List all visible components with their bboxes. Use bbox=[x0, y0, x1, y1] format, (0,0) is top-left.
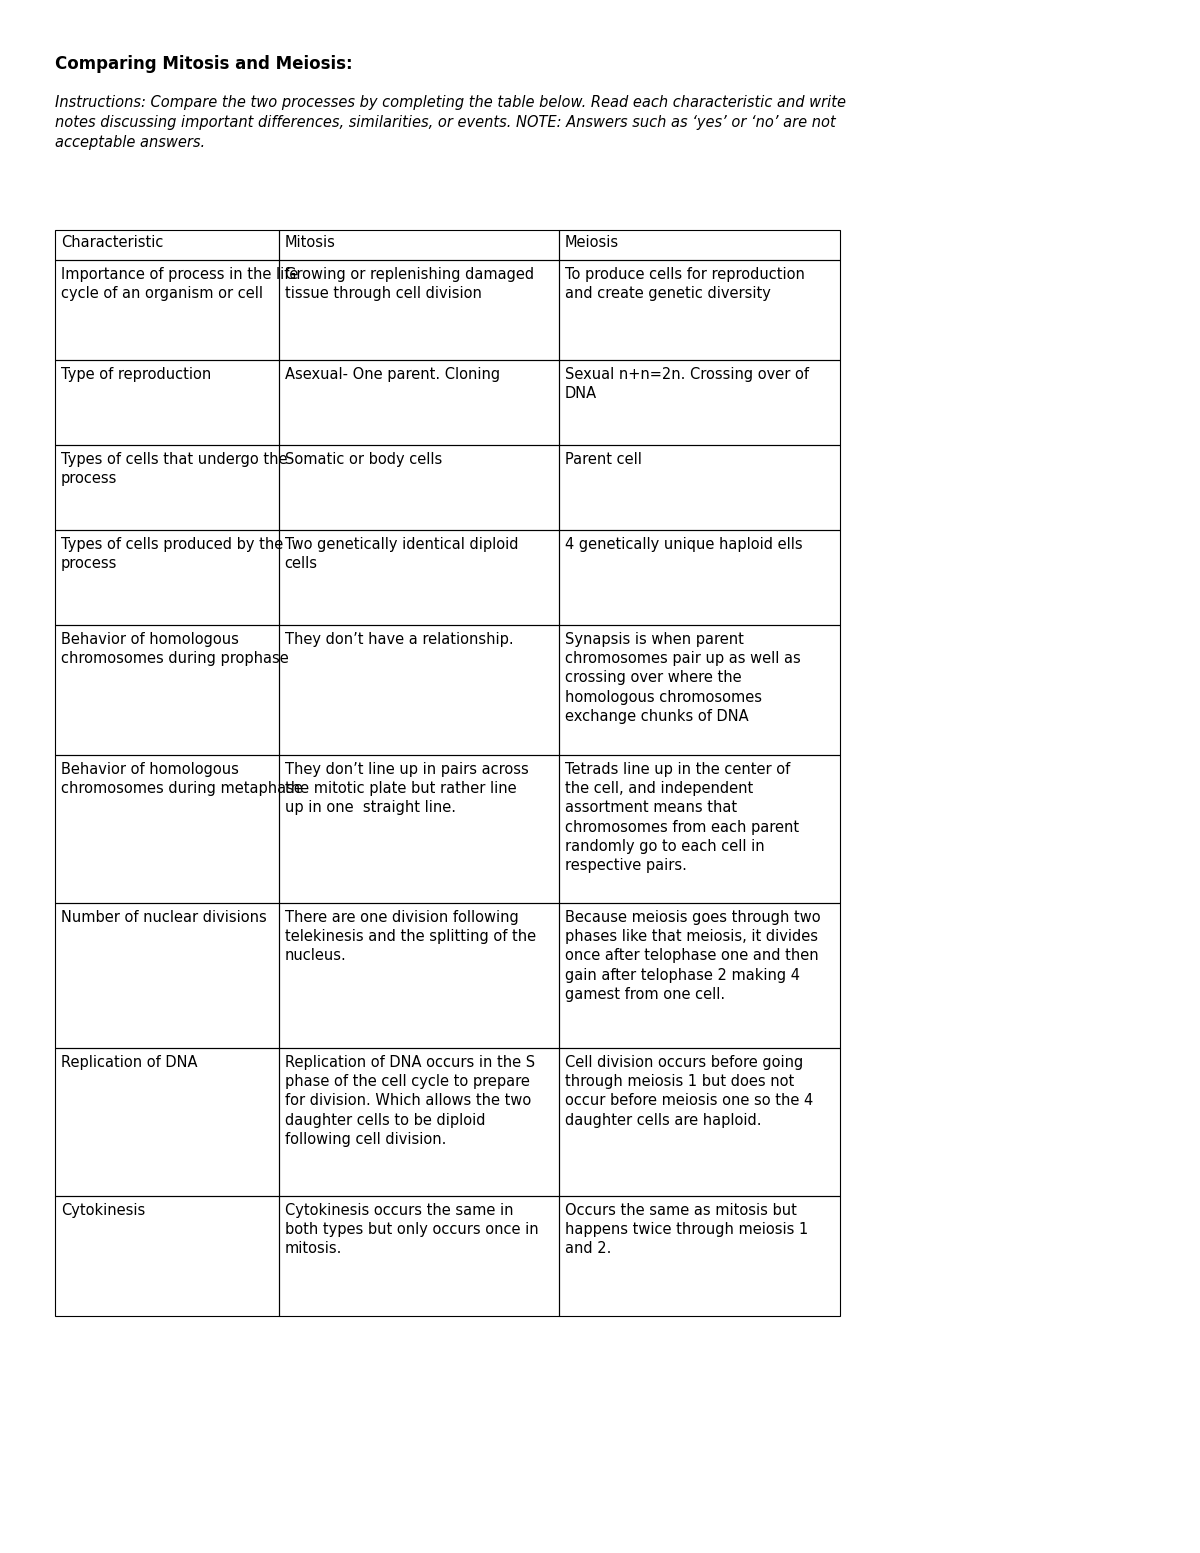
Bar bbox=[278, 1196, 559, 1315]
Bar bbox=[559, 259, 840, 360]
Bar bbox=[559, 755, 840, 902]
Text: Behavior of homologous
chromosomes during metaphase: Behavior of homologous chromosomes durin… bbox=[61, 763, 302, 797]
Text: Two genetically identical diploid
cells: Two genetically identical diploid cells bbox=[284, 537, 518, 572]
Text: Number of nuclear divisions: Number of nuclear divisions bbox=[61, 910, 266, 926]
Text: Types of cells that undergo the
process: Types of cells that undergo the process bbox=[61, 452, 288, 486]
Bar bbox=[55, 755, 278, 902]
Text: Types of cells produced by the
process: Types of cells produced by the process bbox=[61, 537, 283, 572]
Text: Parent cell: Parent cell bbox=[565, 452, 642, 467]
Bar bbox=[55, 530, 278, 624]
Text: 4 genetically unique haploid ells: 4 genetically unique haploid ells bbox=[565, 537, 803, 551]
Text: Asexual- One parent. Cloning: Asexual- One parent. Cloning bbox=[284, 367, 500, 382]
Text: Replication of DNA: Replication of DNA bbox=[61, 1054, 198, 1070]
Text: Sexual n+n=2n. Crossing over of
DNA: Sexual n+n=2n. Crossing over of DNA bbox=[565, 367, 809, 401]
Text: Type of reproduction: Type of reproduction bbox=[61, 367, 211, 382]
Text: Somatic or body cells: Somatic or body cells bbox=[284, 452, 442, 467]
Bar bbox=[278, 360, 559, 446]
Bar bbox=[278, 230, 559, 259]
Text: Cell division occurs before going
through meiosis 1 but does not
occur before me: Cell division occurs before going throug… bbox=[565, 1054, 814, 1127]
Text: Cytokinesis occurs the same in
both types but only occurs once in
mitosis.: Cytokinesis occurs the same in both type… bbox=[284, 1204, 539, 1256]
Bar bbox=[559, 1048, 840, 1196]
Bar bbox=[559, 230, 840, 259]
Text: Cytokinesis: Cytokinesis bbox=[61, 1204, 145, 1218]
Bar bbox=[559, 624, 840, 755]
Bar bbox=[278, 624, 559, 755]
Text: Characteristic: Characteristic bbox=[61, 235, 163, 250]
Text: Because meiosis goes through two
phases like that meiosis, it divides
once after: Because meiosis goes through two phases … bbox=[565, 910, 821, 1002]
Text: Comparing Mitosis and Meiosis:: Comparing Mitosis and Meiosis: bbox=[55, 54, 353, 73]
Bar bbox=[278, 1048, 559, 1196]
Text: Behavior of homologous
chromosomes during prophase: Behavior of homologous chromosomes durin… bbox=[61, 632, 289, 666]
Bar bbox=[55, 446, 278, 530]
Text: They don’t have a relationship.: They don’t have a relationship. bbox=[284, 632, 514, 648]
Text: Mitosis: Mitosis bbox=[284, 235, 336, 250]
Bar bbox=[55, 230, 278, 259]
Bar bbox=[55, 259, 278, 360]
Text: Replication of DNA occurs in the S
phase of the cell cycle to prepare
for divisi: Replication of DNA occurs in the S phase… bbox=[284, 1054, 535, 1146]
Bar bbox=[278, 902, 559, 1048]
Text: Instructions: Compare the two processes by completing the table below. Read each: Instructions: Compare the two processes … bbox=[55, 95, 846, 149]
Bar bbox=[55, 1196, 278, 1315]
Text: Growing or replenishing damaged
tissue through cell division: Growing or replenishing damaged tissue t… bbox=[284, 267, 534, 301]
Bar bbox=[55, 1048, 278, 1196]
Bar bbox=[278, 530, 559, 624]
Text: Importance of process in the life
cycle of an organism or cell: Importance of process in the life cycle … bbox=[61, 267, 299, 301]
Text: Meiosis: Meiosis bbox=[565, 235, 619, 250]
Bar bbox=[559, 530, 840, 624]
Bar bbox=[55, 624, 278, 755]
Text: Tetrads line up in the center of
the cell, and independent
assortment means that: Tetrads line up in the center of the cel… bbox=[565, 763, 799, 873]
Text: To produce cells for reproduction
and create genetic diversity: To produce cells for reproduction and cr… bbox=[565, 267, 805, 301]
Bar bbox=[559, 446, 840, 530]
Bar bbox=[559, 1196, 840, 1315]
Bar bbox=[278, 755, 559, 902]
Bar bbox=[278, 259, 559, 360]
Bar bbox=[55, 902, 278, 1048]
Bar bbox=[55, 360, 278, 446]
Text: They don’t line up in pairs across
the mitotic plate but rather line
up in one  : They don’t line up in pairs across the m… bbox=[284, 763, 528, 815]
Text: Synapsis is when parent
chromosomes pair up as well as
crossing over where the
h: Synapsis is when parent chromosomes pair… bbox=[565, 632, 800, 724]
Bar bbox=[278, 446, 559, 530]
Text: Occurs the same as mitosis but
happens twice through meiosis 1
and 2.: Occurs the same as mitosis but happens t… bbox=[565, 1204, 809, 1256]
Bar bbox=[559, 902, 840, 1048]
Text: There are one division following
telekinesis and the splitting of the
nucleus.: There are one division following telekin… bbox=[284, 910, 536, 963]
Bar bbox=[559, 360, 840, 446]
